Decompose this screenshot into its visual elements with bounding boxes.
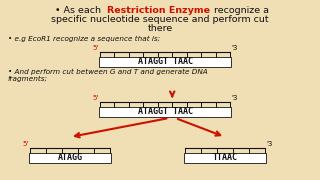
Text: Restriction Enzyme: Restriction Enzyme (107, 6, 210, 15)
Bar (99, 107, 231, 117)
Text: fragments;: fragments; (8, 76, 48, 82)
Text: recognize a: recognize a (211, 6, 269, 15)
Text: '3: '3 (266, 141, 272, 147)
Text: • And perform cut between G and T and generate DNA: • And perform cut between G and T and ge… (8, 69, 208, 75)
Text: ATAGGT TAAC: ATAGGT TAAC (138, 107, 193, 116)
Text: ATAGGT TAAC: ATAGGT TAAC (138, 57, 193, 66)
Bar (184, 153, 266, 163)
Bar (29, 153, 111, 163)
Text: ATAGG: ATAGG (58, 154, 83, 163)
Text: '3: '3 (231, 95, 237, 101)
Text: there: there (148, 24, 172, 33)
Bar (99, 57, 231, 67)
Text: 5': 5' (93, 45, 99, 51)
Text: • e.g EcoR1 recognize a sequence that is;: • e.g EcoR1 recognize a sequence that is… (8, 36, 160, 42)
Text: 5': 5' (23, 141, 29, 147)
Text: '3: '3 (231, 45, 237, 51)
Text: • As each: • As each (55, 6, 104, 15)
Text: TTAAC: TTAAC (212, 154, 237, 163)
Text: specific nucleotide sequence and perform cut: specific nucleotide sequence and perform… (51, 15, 269, 24)
Text: 5': 5' (93, 95, 99, 101)
